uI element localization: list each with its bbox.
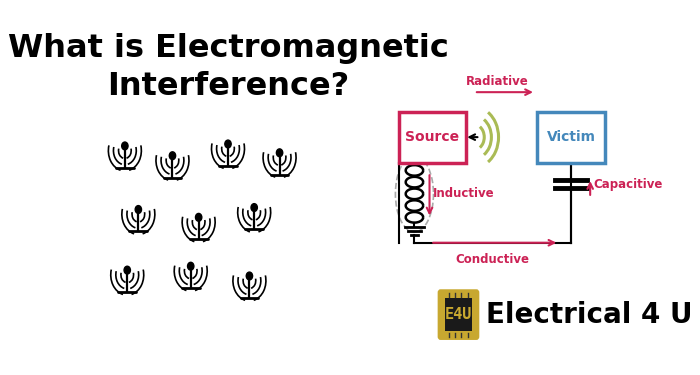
Circle shape bbox=[188, 262, 194, 270]
Circle shape bbox=[246, 272, 253, 280]
Text: Capacitive: Capacitive bbox=[594, 178, 663, 190]
Text: Source: Source bbox=[405, 130, 459, 144]
Text: Victim: Victim bbox=[547, 130, 596, 144]
FancyBboxPatch shape bbox=[439, 291, 478, 339]
Circle shape bbox=[276, 149, 283, 157]
Bar bbox=[445, 298, 472, 331]
Bar bbox=[398, 112, 466, 163]
Circle shape bbox=[135, 206, 141, 213]
Text: Interference?: Interference? bbox=[107, 70, 349, 102]
Circle shape bbox=[169, 152, 176, 160]
Text: E4U: E4U bbox=[444, 307, 472, 322]
Circle shape bbox=[195, 213, 202, 221]
Text: Electrical 4 U: Electrical 4 U bbox=[486, 301, 692, 328]
Text: Conductive: Conductive bbox=[456, 252, 530, 266]
Text: Inductive: Inductive bbox=[433, 188, 494, 200]
Circle shape bbox=[122, 142, 128, 150]
Bar bbox=[538, 112, 605, 163]
Circle shape bbox=[251, 204, 258, 212]
Text: Radiative: Radiative bbox=[466, 75, 529, 88]
Text: What is Electromagnetic: What is Electromagnetic bbox=[8, 33, 449, 64]
Circle shape bbox=[124, 266, 130, 274]
Circle shape bbox=[225, 140, 231, 148]
